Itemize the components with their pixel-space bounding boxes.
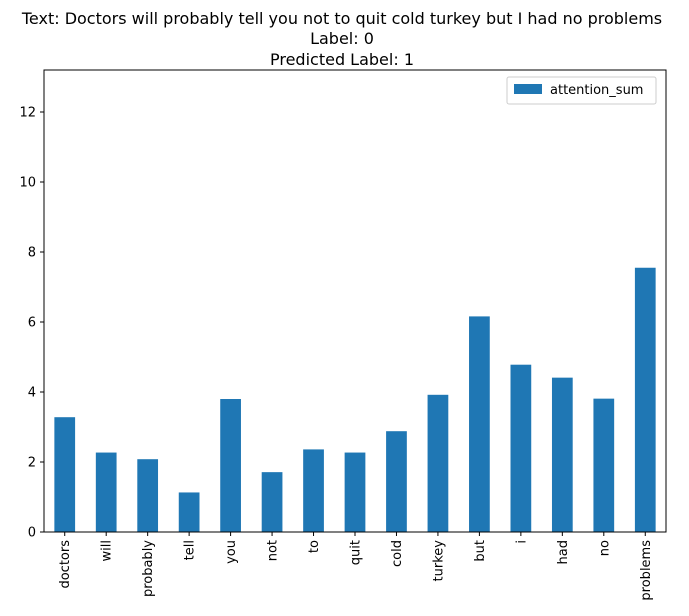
y-tick-label: 6 xyxy=(28,316,36,331)
bar-probably xyxy=(137,459,159,532)
title-line-predicted: Predicted Label: 1 xyxy=(270,50,414,69)
chart-title: Text: Doctors will probably tell you not… xyxy=(21,9,662,69)
bar-had xyxy=(551,377,573,532)
x-tick-label: will xyxy=(100,540,115,561)
bar-quit xyxy=(344,452,366,532)
x-tick-label: but xyxy=(473,540,488,562)
y-tick-label: 0 xyxy=(28,526,36,541)
y-tick-label: 4 xyxy=(28,386,36,401)
x-tick-label: had xyxy=(556,540,571,564)
bar-problems xyxy=(634,267,656,532)
x-tick-label: to xyxy=(307,540,322,553)
plot-frame xyxy=(43,69,667,533)
x-tick-label: turkey xyxy=(431,540,446,582)
x-tick-label: no xyxy=(597,540,612,556)
bar-cold xyxy=(386,431,407,532)
x-tick-label: not xyxy=(266,540,281,561)
y-tick-label: 2 xyxy=(28,456,36,471)
bar-no xyxy=(593,398,615,532)
bar-but xyxy=(469,316,490,532)
x-axis: doctors will probably tell you not to quit cold t… xyxy=(58,532,654,601)
bar-series xyxy=(54,267,656,532)
x-tick-label: tell xyxy=(183,540,198,560)
x-tick-label: cold xyxy=(390,540,405,567)
x-tick-label: i xyxy=(514,540,529,544)
bar-not xyxy=(261,472,283,532)
bar-i xyxy=(510,364,532,532)
y-tick-label: 12 xyxy=(19,106,36,121)
x-tick-label: probably xyxy=(141,540,156,597)
bar-turkey xyxy=(427,394,449,532)
bar-will xyxy=(95,452,117,532)
y-tick-label: 10 xyxy=(19,176,36,191)
bar-you xyxy=(220,399,241,532)
x-tick-label: problems xyxy=(639,540,654,601)
title-line-text: Text: Doctors will probably tell you not… xyxy=(21,9,662,28)
bar-tell xyxy=(178,492,200,532)
legend-label: attention_sum xyxy=(550,83,643,98)
title-line-label: Label: 0 xyxy=(310,29,374,48)
legend-box xyxy=(506,76,657,105)
x-tick-label: you xyxy=(224,540,239,564)
x-tick-label: doctors xyxy=(58,540,73,589)
legend-swatch xyxy=(514,84,542,94)
y-axis: 0 2 4 6 8 10 12 xyxy=(19,106,44,541)
bar-doctors xyxy=(54,417,76,532)
y-tick-label: 8 xyxy=(28,246,36,261)
x-tick-label: quit xyxy=(349,540,364,565)
legend: attention_sum xyxy=(506,76,657,105)
bar-to xyxy=(303,449,324,532)
